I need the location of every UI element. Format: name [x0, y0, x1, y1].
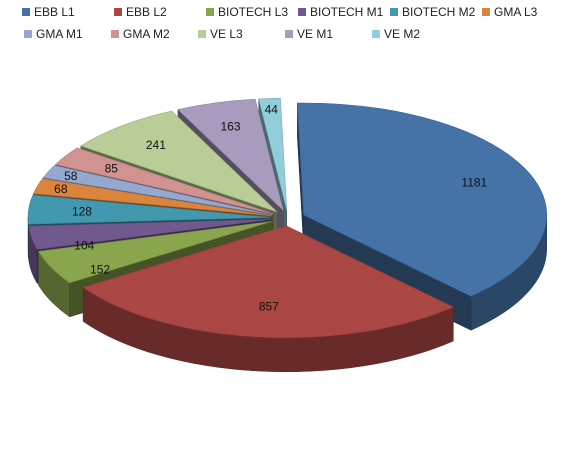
data-label-gma-m1: 58 [64, 169, 78, 183]
legend-label-ebb-l1: EBB L1 [34, 5, 75, 19]
legend-swatch-ve-l3 [198, 30, 206, 38]
data-label-gma-m2: 85 [105, 162, 119, 176]
legend-swatch-ebb-l1 [22, 8, 30, 16]
data-label-ebb-l2: 857 [259, 300, 279, 314]
data-label-biotech-m1: 104 [74, 239, 94, 253]
legend-label-gma-m1: GMA M1 [36, 27, 83, 41]
legend-swatch-biotech-m1 [298, 8, 306, 16]
slice-ve-l3 [80, 110, 278, 213]
legend-swatch-gma-m2 [111, 30, 119, 38]
slice-ebb-l2 [82, 225, 455, 339]
legend-label-gma-l3: GMA L3 [494, 5, 538, 19]
slice-ve-m1 [177, 98, 284, 212]
slice-biotech-l3 [37, 220, 273, 284]
legend-label-biotech-m1: BIOTECH M1 [310, 5, 384, 19]
legend-label-ve-l3: VE L3 [210, 27, 243, 41]
data-label-ve-m1: 163 [220, 120, 240, 134]
slice-tops [27, 97, 547, 339]
legend-swatch-biotech-l3 [206, 8, 214, 16]
legend-swatch-biotech-m2 [390, 8, 398, 16]
legend-swatch-ve-m1 [285, 30, 293, 38]
legend-label-ve-m1: VE M1 [297, 27, 333, 41]
legend-swatch-gma-m1 [24, 30, 32, 38]
legend-swatch-gma-l3 [482, 8, 490, 16]
data-label-ebb-l1: 1181 [461, 175, 487, 189]
slice-biotech-m1 [28, 218, 272, 250]
slice-biotech-m2 [27, 194, 272, 225]
legend-label-biotech-l3: BIOTECH L3 [218, 5, 288, 19]
data-label-gma-l3: 68 [54, 182, 68, 196]
data-label-biotech-m2: 128 [72, 204, 92, 218]
legend-label-biotech-m2: BIOTECH M2 [402, 5, 476, 19]
data-label-ve-m2: 44 [265, 103, 279, 117]
legend: EBB L1 EBB L2 BIOTECH L3 BIOTECH M1 BIOTECH … [22, 5, 538, 41]
legend-label-ebb-l2: EBB L2 [126, 5, 167, 19]
legend-swatch-ebb-l2 [114, 8, 122, 16]
legend-label-gma-m2: GMA M2 [123, 27, 170, 41]
data-label-ve-l3: 241 [146, 138, 166, 152]
legend-label-ve-m2: VE M2 [384, 27, 420, 41]
legend-swatch-ve-m2 [372, 30, 380, 38]
slice-gma-m2 [54, 147, 274, 215]
slice-ebb-l1 [297, 102, 547, 297]
slice-gma-l3 [33, 178, 272, 217]
slice-gma-m1 [42, 165, 273, 216]
data-label-biotech-l3: 152 [90, 262, 110, 276]
slice-ve-m2 [258, 97, 288, 211]
